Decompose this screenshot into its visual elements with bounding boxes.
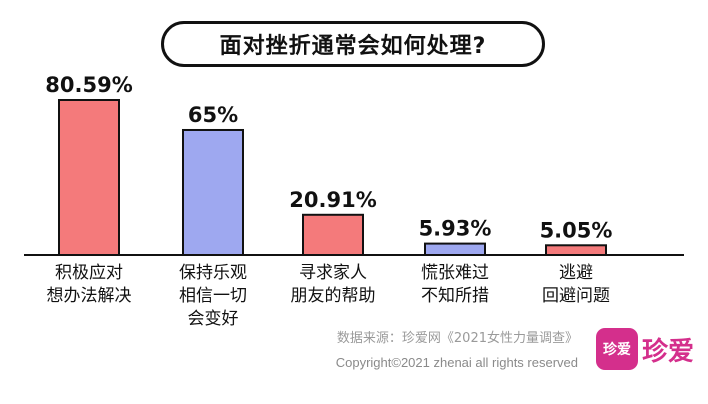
category-label-line: 回避问题 — [542, 286, 610, 306]
category-label-line: 不知所措 — [421, 286, 489, 306]
value-label: 20.91% — [289, 188, 376, 212]
category-label: 逃避 回避问题 — [511, 262, 641, 308]
copyright: Copyright©2021 zhenai all rights reserve… — [335, 355, 578, 370]
chart-title: 面对挫折通常会如何处理? — [161, 21, 545, 67]
bar — [545, 244, 607, 257]
value-label: 5.93% — [419, 217, 492, 241]
value-label: 5.05% — [540, 218, 613, 242]
value-label: 80.59% — [45, 73, 132, 97]
category-label-line: 想办法解决 — [46, 286, 132, 306]
category-label-line: 朋友的帮助 — [290, 286, 376, 306]
category-label: 寻求家人 朋友的帮助 — [268, 262, 398, 308]
category-label-line: 积极应对 — [55, 263, 123, 283]
category-label-line: 会变好 — [187, 309, 239, 329]
bar — [58, 99, 120, 256]
bar — [424, 242, 486, 257]
value-label: 65% — [188, 103, 238, 127]
category-label-line: 保持乐观 — [179, 263, 247, 283]
bar — [182, 128, 244, 256]
brand-logo-icon: 珍爱 — [596, 328, 638, 370]
category-label-line: 慌张难过 — [421, 263, 489, 283]
bar — [302, 213, 364, 257]
category-label-line: 寻求家人 — [299, 263, 367, 283]
brand-logo-text: 珍爱 — [642, 337, 695, 367]
category-label-line: 逃避 — [559, 263, 593, 283]
category-label: 积极应对 想办法解决 — [24, 262, 154, 308]
category-label: 慌张难过 不知所措 — [390, 262, 520, 308]
data-source: 数据来源：珍爱网《2021女性力量调查》 — [336, 331, 578, 346]
category-label: 保持乐观相信一切会变好 — [148, 262, 278, 331]
category-label-line: 相信一切 — [179, 286, 247, 306]
